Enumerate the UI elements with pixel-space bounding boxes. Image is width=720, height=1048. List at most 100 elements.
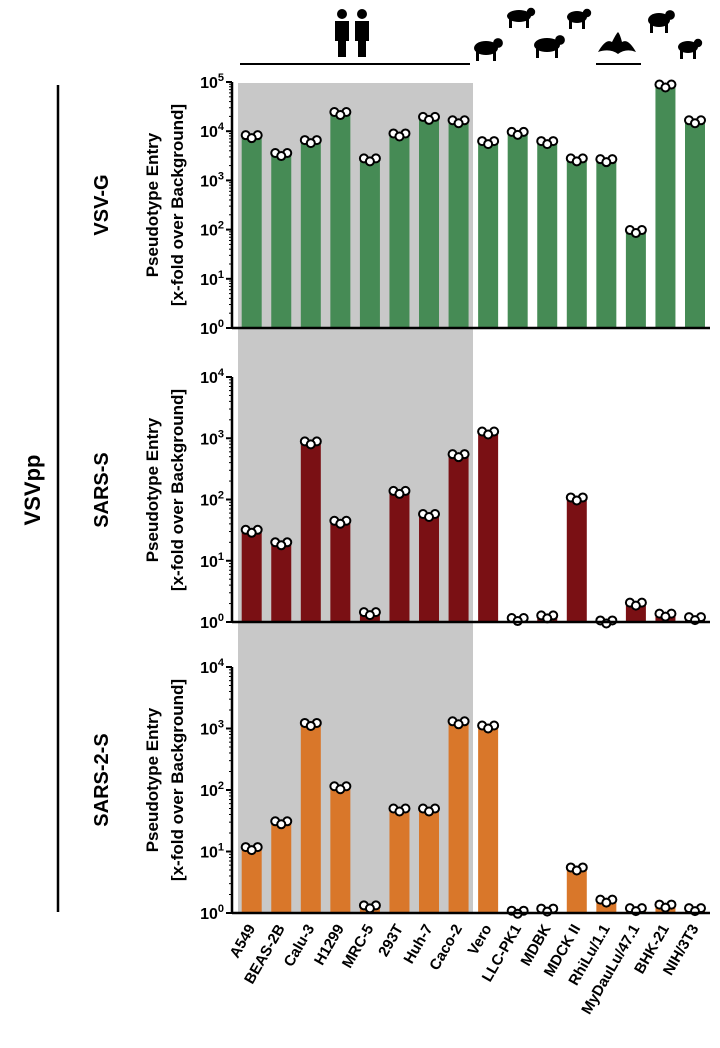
- y-axis-title-line2: [x-fold over Background]: [168, 679, 187, 881]
- y-tick-label: 104: [200, 657, 225, 677]
- y-tick-label: 103: [200, 170, 224, 190]
- replicate-point: [276, 151, 287, 162]
- bar-MDCK II: [566, 158, 587, 328]
- bar-NIH/3T3: [685, 120, 705, 329]
- bar-A549: [241, 529, 262, 622]
- human-female-icon: [335, 9, 349, 57]
- monkey-icon: [474, 38, 503, 61]
- replicate-point: [483, 429, 494, 440]
- panel-label: VSV-G: [91, 174, 113, 235]
- bar-Calu-3: [300, 441, 321, 622]
- y-tick-label: 102: [200, 220, 224, 240]
- replicate-point: [305, 138, 316, 149]
- bar-Huh-7: [419, 116, 440, 328]
- group-label: VSVpp: [20, 455, 45, 526]
- replicate-point: [424, 806, 435, 817]
- bar-Caco-2: [448, 120, 469, 329]
- bar-Vero: [478, 141, 499, 328]
- replicate-point: [660, 902, 671, 913]
- replicate-point: [246, 527, 257, 538]
- bar-Huh-7: [419, 513, 440, 622]
- bar-MDCK II: [566, 867, 587, 913]
- bar-A549: [241, 847, 262, 913]
- replicate-point: [453, 452, 464, 463]
- replicate-point: [394, 806, 405, 817]
- replicate-point: [542, 906, 553, 917]
- replicate-point: [453, 118, 464, 129]
- replicate-point: [305, 720, 316, 731]
- bar-293T: [389, 808, 410, 913]
- replicate-point: [453, 719, 464, 730]
- replicate-point: [364, 610, 375, 621]
- bar-BEAS-2B: [271, 153, 292, 328]
- panel-label: SARS-S: [91, 452, 113, 528]
- bar-MyDauLu/47.1: [625, 230, 646, 328]
- replicate-point: [512, 129, 523, 140]
- replicate-point: [571, 495, 582, 506]
- replicate-point: [276, 540, 287, 551]
- bar-A549: [241, 135, 262, 328]
- bar-Vero: [478, 431, 499, 622]
- y-tick-label: 102: [200, 490, 224, 510]
- replicate-point: [601, 897, 612, 908]
- replicate-point: [335, 784, 346, 795]
- replicate-point: [483, 139, 494, 150]
- y-tick-label: 101: [200, 269, 224, 289]
- x-tick-label: Vero: [465, 922, 496, 959]
- replicate-point: [394, 488, 405, 499]
- replicate-point: [690, 118, 700, 129]
- pig-icon: [507, 7, 536, 28]
- replicate-point: [394, 131, 405, 142]
- y-tick-label: 103: [200, 428, 224, 448]
- replicate-point: [335, 518, 346, 529]
- bar-BEAS-2B: [271, 821, 292, 913]
- bar-H1299: [330, 786, 351, 913]
- dog-icon: [567, 8, 592, 29]
- human-male-icon: [355, 9, 369, 57]
- hamster-icon: [648, 10, 675, 33]
- replicate-point: [246, 133, 257, 144]
- y-tick-label: 100: [200, 903, 224, 923]
- bar-293T: [389, 490, 410, 622]
- y-axis-title-line2: [x-fold over Background]: [168, 104, 187, 306]
- y-tick-label: 101: [200, 842, 224, 862]
- bar-Calu-3: [300, 722, 321, 913]
- replicate-point: [305, 439, 316, 450]
- replicate-point: [483, 723, 494, 734]
- bar-MRC-5: [359, 158, 380, 328]
- y-tick-label: 102: [200, 780, 224, 800]
- bar-Vero: [478, 725, 499, 913]
- replicate-point: [276, 819, 287, 830]
- replicate-point: [660, 611, 671, 622]
- y-tick-label: 104: [200, 121, 225, 141]
- bar-Calu-3: [300, 140, 321, 328]
- bar-LLC-PK1: [507, 131, 528, 328]
- bar-BEAS-2B: [271, 542, 292, 622]
- bar-H1299: [330, 112, 351, 328]
- bar-RhiLu/1.1: [596, 159, 617, 328]
- panel-vsv-g: VSV-G Pseudotype Entry [x-fold over Backgr…: [91, 72, 710, 338]
- y-tick-label: 104: [200, 367, 225, 387]
- replicate-point: [660, 82, 671, 93]
- bar-MDBK: [537, 141, 558, 328]
- bar-Caco-2: [448, 454, 469, 622]
- bar-Caco-2: [448, 721, 469, 913]
- replicate-point: [630, 228, 641, 239]
- bar-H1299: [330, 520, 351, 622]
- replicate-point: [246, 845, 257, 856]
- y-tick-label: 103: [200, 719, 224, 739]
- replicate-point: [424, 114, 435, 125]
- replicate-point: [601, 157, 612, 168]
- panel-label: SARS-2-S: [91, 733, 113, 826]
- bar-MDCK II: [566, 497, 587, 622]
- replicate-point: [335, 110, 346, 121]
- y-axis-title-line2: [x-fold over Background]: [168, 389, 187, 591]
- y-tick-label: 100: [200, 612, 224, 632]
- y-tick-label: 101: [200, 551, 224, 571]
- cow-icon: [534, 35, 565, 58]
- bar-Huh-7: [419, 808, 440, 913]
- bar-BHK-21: [655, 84, 676, 328]
- replicate-point: [364, 903, 375, 914]
- species-icons: [240, 7, 703, 65]
- y-tick-label: 105: [200, 72, 224, 92]
